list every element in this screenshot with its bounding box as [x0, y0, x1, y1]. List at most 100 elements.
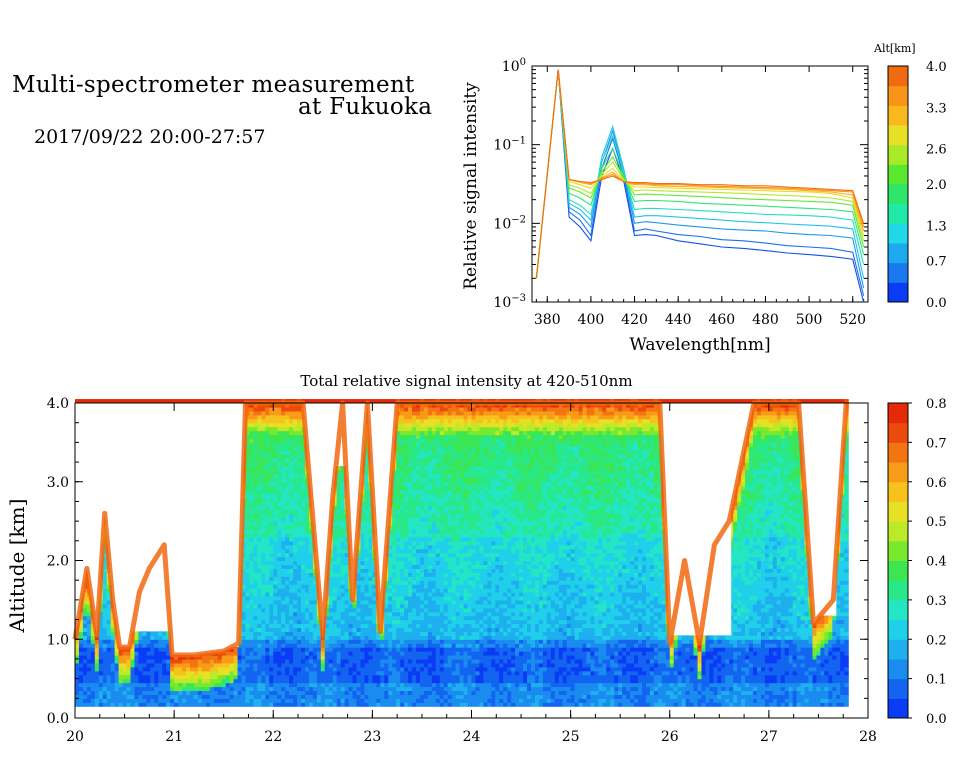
heatmap-cell [249, 438, 255, 443]
heatmap-cell [277, 410, 282, 416]
heatmap-cell [273, 442, 278, 447]
heatmap-cell [273, 560, 278, 566]
heatmap-cell [301, 473, 306, 479]
heatmap-cell [257, 702, 262, 707]
heatmap-cell [134, 674, 140, 680]
heatmap-cell [277, 493, 282, 499]
heatmap-cell [138, 682, 143, 688]
heatmap-cell [253, 556, 258, 562]
heatmap-cell [86, 603, 92, 609]
heatmap-cell [189, 666, 195, 672]
heatmap-cell [118, 651, 124, 656]
heatmap-cell [249, 564, 255, 569]
heatmap-cell [301, 666, 306, 672]
heatmap-cell [154, 662, 159, 668]
heatmap-cell [277, 662, 282, 668]
heatmap-cell [186, 674, 191, 680]
heatmap-cell [301, 599, 306, 605]
heatmap-cell [308, 595, 314, 601]
heatmap-cell [162, 686, 167, 692]
heatmap-cell [301, 469, 306, 475]
heatmap-cell [166, 651, 171, 656]
heatmap-cell [237, 674, 243, 680]
heatmap-cell [285, 686, 290, 692]
heatmap-cell [245, 410, 251, 416]
heatmap-cell [301, 536, 306, 542]
heatmap-cell [304, 540, 310, 546]
heatmap-cell [138, 399, 143, 404]
heatmap-cell [293, 568, 298, 573]
heatmap-cell [154, 639, 159, 644]
heatmap-cell [273, 509, 278, 514]
heatmap-cell [289, 489, 294, 495]
heatmap-cell [257, 454, 262, 459]
heatmap-cell [301, 489, 306, 495]
heatmap-cell [241, 670, 247, 676]
heatmap-cell [269, 662, 274, 668]
heatmap-cell [170, 670, 175, 676]
heatmap-cell [293, 682, 298, 688]
heatmap-cell [229, 694, 235, 699]
heatmap-cell [273, 655, 278, 660]
heatmap-cell [110, 647, 116, 652]
heatmap-cell [213, 662, 219, 668]
heatmap-cell [245, 690, 251, 695]
heatmap-cell [106, 658, 112, 664]
heatmap-cell [308, 611, 314, 617]
heatmap-cell [293, 466, 298, 471]
heatmap-cell [98, 662, 104, 668]
heatmap-cell [297, 694, 302, 699]
heatmap-cell [209, 674, 215, 680]
heatmap-cell [98, 682, 104, 688]
heatmap-cell [82, 643, 88, 648]
heatmap-cell [308, 694, 314, 699]
heatmap-cell [308, 615, 314, 621]
heatmap-cell [261, 410, 266, 416]
heatmap-cell [289, 580, 294, 585]
heatmap-cell [293, 442, 298, 447]
heatmap-cell [277, 442, 282, 447]
heatmap-cell [273, 473, 278, 479]
heatmap-cell [289, 485, 294, 491]
heatmap-cell [277, 532, 282, 538]
heatmap-cell [241, 556, 247, 562]
heatmap-cell [178, 690, 183, 695]
heatmap-cell [273, 603, 278, 609]
heatmap-cell [312, 639, 318, 644]
heatmap-cell [241, 560, 247, 566]
heatmap-cell [245, 658, 251, 664]
heatmap-cell [273, 619, 278, 625]
heatmap-cell [304, 513, 310, 518]
heatmap-cell [273, 434, 278, 440]
heatmap-cell [289, 690, 294, 695]
heatmap-cell [142, 658, 147, 664]
heatmap-cell [170, 690, 175, 695]
heatmap-cell [285, 690, 290, 695]
heatmap-cell [253, 599, 258, 605]
heatmap-cell [90, 690, 96, 695]
heatmap-cell [257, 595, 262, 601]
heatmap-cell [257, 658, 262, 664]
heatmap-cell [134, 666, 140, 672]
heatmap-cell [245, 599, 251, 605]
heatmap-cell [75, 651, 80, 656]
heatmap-cell [269, 532, 274, 538]
heatmap-cell [142, 666, 147, 672]
heatmap-cell [289, 560, 294, 566]
heatmap-cell [182, 702, 187, 707]
heatmap-cell [241, 595, 247, 601]
heatmap-cell [205, 690, 211, 695]
heatmap-cell [277, 485, 282, 491]
heatmap-cell [130, 670, 136, 676]
heatmap-cell [142, 631, 147, 636]
heatmap-cell [289, 477, 294, 483]
heatmap-cell [297, 466, 302, 471]
heatmap-cell [289, 694, 294, 699]
heatmap-cell [304, 489, 310, 495]
heatmap-cell [289, 666, 294, 672]
heatmap-cell [249, 466, 255, 471]
heatmap-cell [110, 686, 116, 692]
heatmap-cell [106, 666, 112, 672]
heatmap-cell [301, 674, 306, 680]
heatmap-cell [289, 658, 294, 664]
